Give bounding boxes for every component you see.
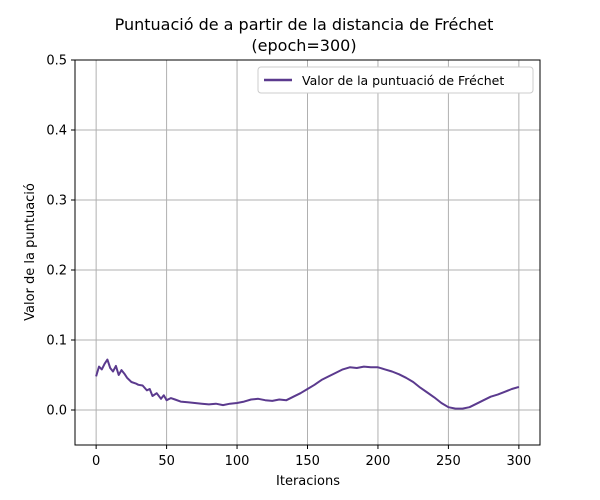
chart-title: Puntuació de a partir de la distancia de…: [115, 15, 494, 34]
x-tick-label: 50: [158, 454, 175, 469]
series-line: [95, 358, 520, 410]
y-tick-label: 0.5: [46, 54, 67, 69]
plot-frame: [74, 59, 541, 446]
tick-layer: 0 50 100 150 200 250 300 0.0 0.1 0.2 0.3 0.4 0.5: [46, 54, 531, 470]
y-axis-label: Valor de la puntuació: [23, 183, 38, 321]
y-tick-label: 0.1: [46, 334, 67, 349]
x-axis-label: Iteracions: [276, 474, 340, 489]
x-tick-label: 100: [225, 454, 250, 469]
legend-box: [257, 66, 534, 94]
chart-subtitle: (epoch=300): [251, 36, 356, 55]
legend-label: Valor de la puntuació de Fréchet: [302, 73, 504, 88]
y-tick-label: 0.0: [46, 404, 67, 419]
series-layer: [95, 358, 520, 410]
y-tick-label: 0.2: [46, 264, 67, 279]
x-tick-label: 200: [366, 454, 391, 469]
y-tick-label: 0.3: [46, 194, 67, 209]
x-tick-label: 300: [506, 454, 531, 469]
x-tick-label: 150: [295, 454, 320, 469]
y-tick-label: 0.4: [46, 124, 67, 139]
x-tick-label: 250: [436, 454, 461, 469]
legend: Valor de la puntuació de Fréchet: [257, 66, 534, 94]
x-tick-label: 0: [92, 454, 100, 469]
